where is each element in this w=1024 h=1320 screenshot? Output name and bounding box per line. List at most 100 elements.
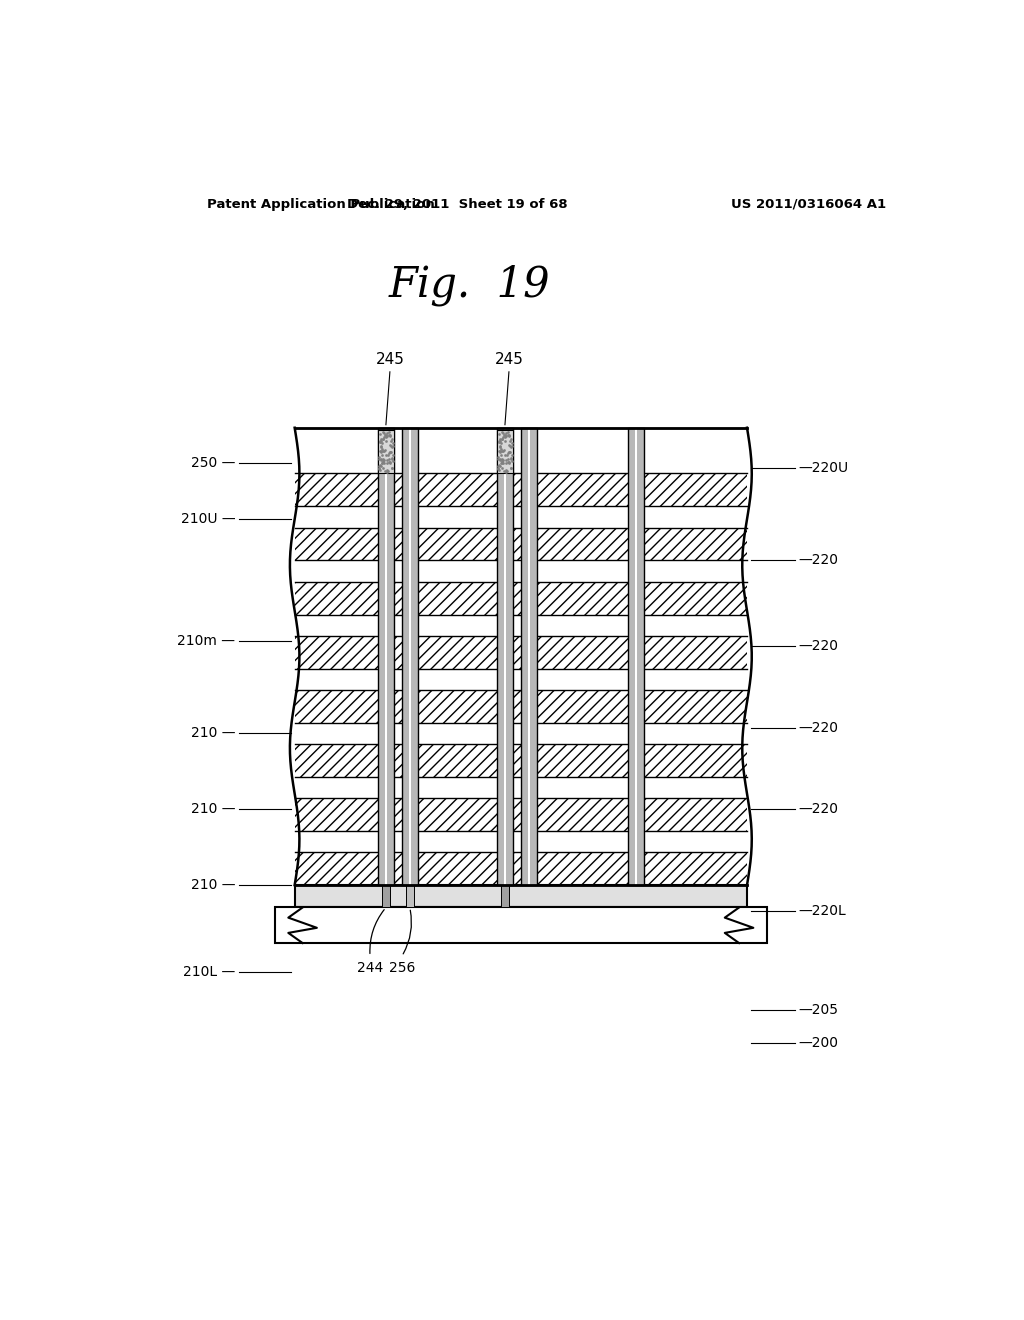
Bar [513, 799, 521, 832]
Bar [295, 723, 748, 744]
Bar [513, 799, 521, 832]
Point [494, 458, 510, 479]
Bar [537, 528, 628, 561]
Point [497, 424, 513, 445]
Bar [644, 528, 748, 561]
Bar [644, 853, 748, 886]
Bar [418, 636, 497, 669]
Point [371, 457, 387, 478]
Bar [295, 582, 378, 615]
Point [382, 434, 398, 455]
Bar [295, 474, 378, 507]
Bar [394, 690, 401, 723]
Bar [521, 428, 537, 886]
Bar [274, 907, 767, 942]
Point [496, 461, 512, 482]
Bar [537, 690, 628, 723]
Point [495, 451, 511, 473]
Bar [418, 474, 497, 507]
Bar [378, 430, 394, 474]
Bar [418, 690, 497, 723]
Point [489, 457, 506, 478]
Text: 210U —: 210U — [180, 512, 236, 527]
Point [500, 421, 516, 442]
Text: Fig.  19: Fig. 19 [388, 264, 550, 306]
Point [382, 426, 398, 447]
Text: —200: —200 [799, 1036, 839, 1049]
Point [382, 424, 398, 445]
Bar [537, 744, 628, 777]
Bar [394, 690, 401, 723]
Point [500, 442, 516, 463]
Point [372, 424, 388, 445]
Point [375, 449, 391, 470]
Point [490, 449, 507, 470]
Point [374, 438, 390, 459]
Point [501, 451, 517, 473]
Point [377, 461, 393, 482]
Point [492, 436, 508, 457]
Bar [394, 582, 401, 615]
Bar [295, 799, 748, 832]
Bar [295, 690, 378, 723]
Bar [394, 744, 401, 777]
Bar [295, 474, 748, 507]
Bar [644, 474, 748, 507]
Bar [644, 690, 748, 723]
Point [504, 450, 520, 471]
Bar [295, 886, 748, 907]
Bar [537, 528, 628, 561]
Point [376, 441, 392, 462]
Point [373, 437, 389, 458]
Point [490, 447, 507, 469]
Point [379, 450, 395, 471]
Point [373, 441, 389, 462]
Point [493, 441, 509, 462]
Point [496, 422, 512, 444]
Point [492, 449, 508, 470]
Bar [295, 690, 378, 723]
Point [372, 459, 388, 480]
Point [375, 429, 391, 450]
Point [384, 449, 400, 470]
Point [372, 441, 388, 462]
Point [493, 451, 509, 473]
Point [499, 450, 515, 471]
Bar [409, 428, 411, 886]
Bar [295, 428, 748, 886]
Point [501, 426, 517, 447]
Bar [295, 744, 748, 777]
Bar [295, 636, 378, 669]
Bar [537, 474, 628, 507]
Bar [295, 777, 748, 799]
Point [494, 441, 510, 462]
Bar [537, 636, 628, 669]
Bar [295, 690, 748, 723]
Bar [295, 636, 378, 669]
Point [384, 436, 400, 457]
Point [383, 436, 399, 457]
Point [383, 430, 399, 451]
Text: —220U: —220U [799, 462, 849, 475]
Bar [644, 582, 748, 615]
Text: —220: —220 [799, 721, 839, 735]
Bar [513, 474, 521, 507]
Point [497, 430, 513, 451]
Point [490, 424, 507, 445]
Point [382, 441, 398, 462]
Bar [537, 799, 628, 832]
Bar [521, 428, 527, 886]
Bar [513, 582, 521, 615]
Bar [406, 886, 414, 907]
Bar [394, 636, 401, 669]
Text: 244: 244 [357, 961, 383, 975]
Bar [418, 582, 497, 615]
Point [375, 450, 391, 471]
Bar [382, 886, 390, 907]
Bar [295, 853, 378, 886]
Point [382, 453, 398, 474]
Point [496, 440, 512, 461]
Bar [394, 474, 401, 507]
Point [495, 449, 511, 470]
Point [376, 422, 392, 444]
